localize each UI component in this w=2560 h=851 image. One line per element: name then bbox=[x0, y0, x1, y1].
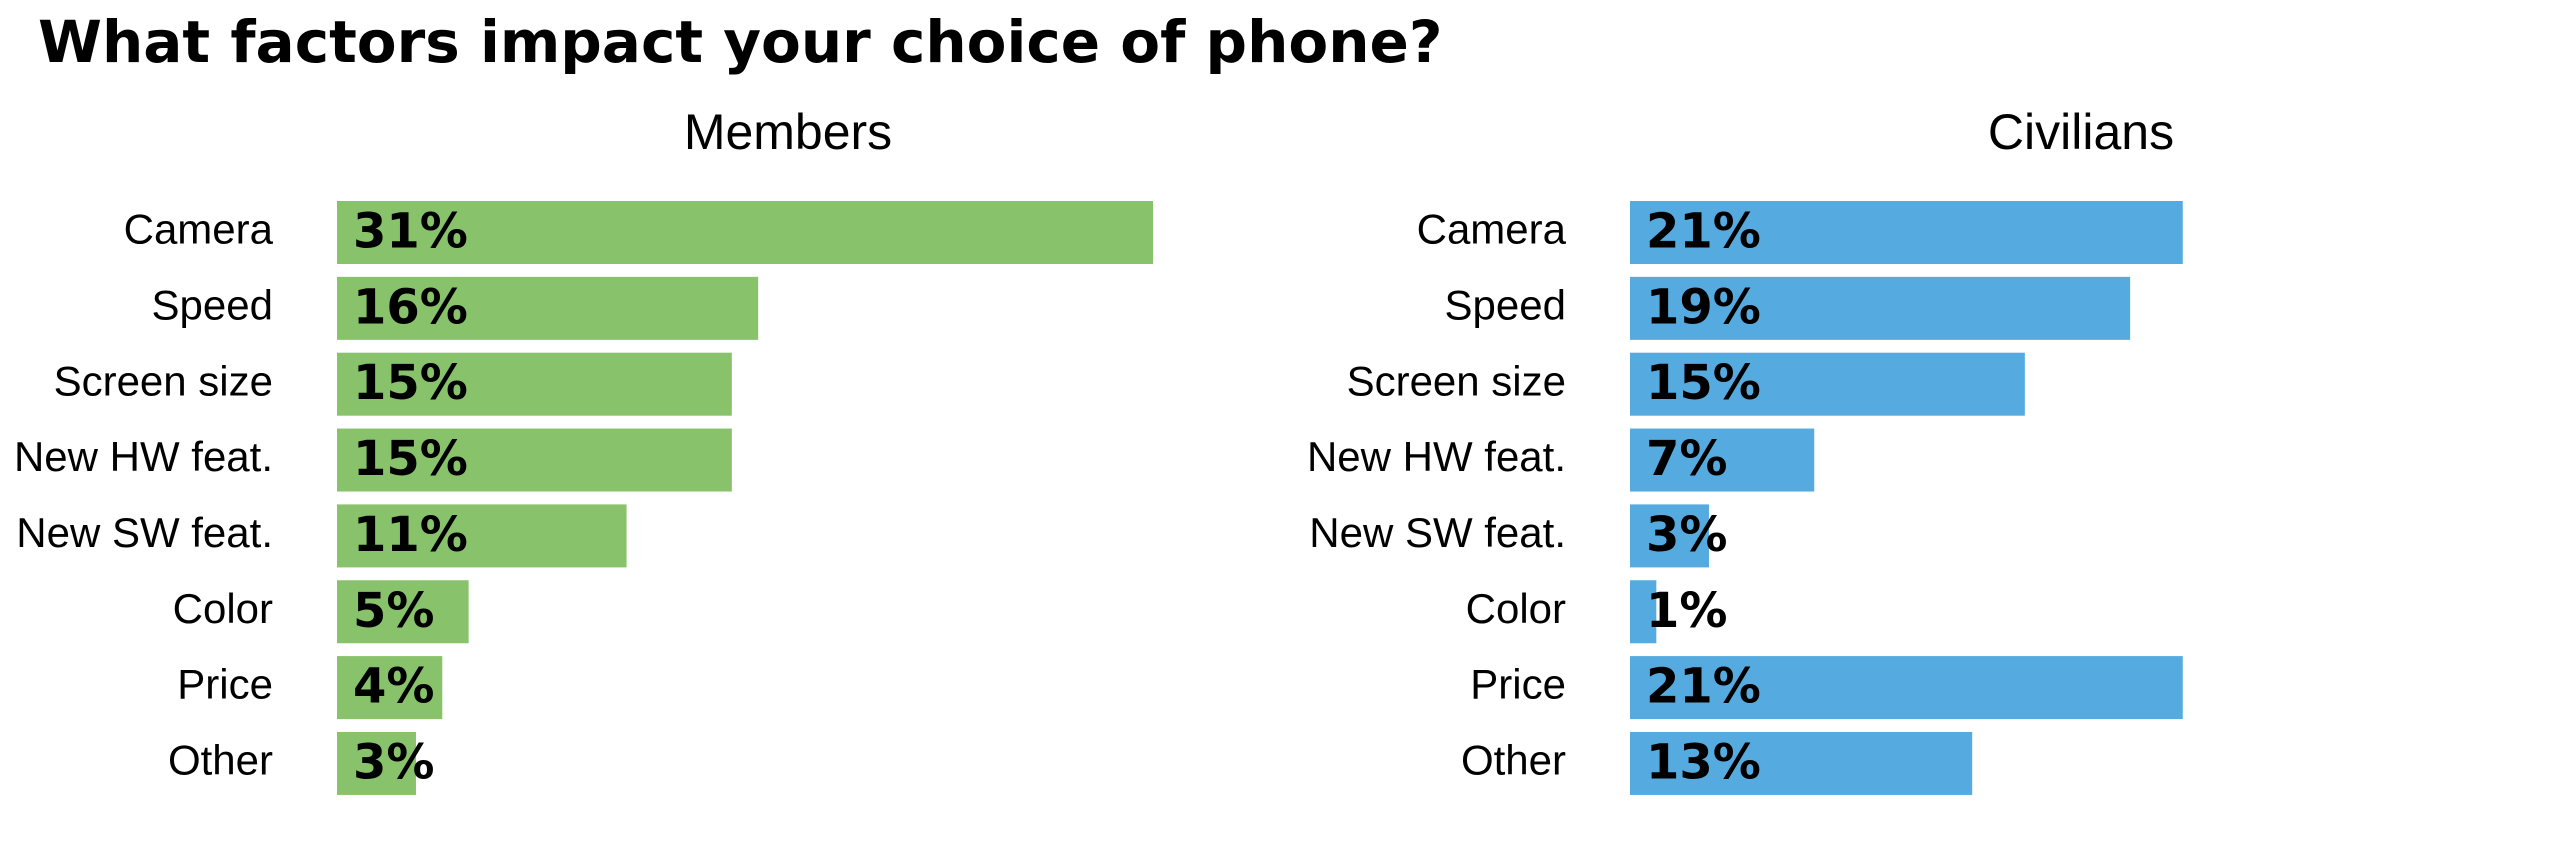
civilians-bar-screen-size bbox=[1630, 352, 2025, 416]
civilians-panel: Civilians Camera 21% Speed 19% Screen size 15%… bbox=[1307, 104, 2183, 795]
chart-title: What factors impact your choice of phone… bbox=[38, 8, 1443, 76]
members-value-label-other: 3% bbox=[353, 734, 435, 790]
members-value-label-new-hw-feat: 15% bbox=[353, 431, 468, 487]
civilians-value-label-camera: 21% bbox=[1646, 204, 1761, 260]
members-category-label-new-hw-feat: New HW feat. bbox=[14, 433, 273, 480]
civilians-category-label-price: Price bbox=[1470, 661, 1566, 708]
members-category-label-screen-size: Screen size bbox=[54, 357, 273, 404]
members-value-label-speed: 16% bbox=[353, 279, 468, 335]
civilians-bar-new-sw-feat bbox=[1630, 504, 1709, 568]
members-value-label-price: 4% bbox=[353, 659, 435, 715]
members-category-label-other: Other bbox=[168, 737, 273, 784]
members-panel: Members Camera 31% Speed 16% Screen size 15% Ne… bbox=[14, 104, 1153, 795]
members-category-label-price: Price bbox=[177, 661, 273, 708]
members-category-label-new-sw-feat: New SW feat. bbox=[16, 509, 273, 556]
members-panel-title: Members bbox=[684, 104, 892, 160]
civilians-category-label-camera: Camera bbox=[1417, 206, 1567, 253]
civilians-bar-color bbox=[1630, 580, 1657, 644]
civilians-value-label-new-hw-feat: 7% bbox=[1646, 431, 1728, 487]
members-category-label-color: Color bbox=[173, 585, 273, 632]
members-value-label-new-sw-feat: 11% bbox=[353, 507, 468, 563]
civilians-panel-title: Civilians bbox=[1988, 104, 2174, 160]
civilians-category-label-color: Color bbox=[1466, 585, 1566, 632]
civilians-value-label-color: 1% bbox=[1646, 583, 1728, 639]
members-bar-speed bbox=[337, 276, 759, 340]
members-category-label-camera: Camera bbox=[124, 206, 274, 253]
members-value-label-color: 5% bbox=[353, 583, 435, 639]
members-bar-screen-size bbox=[337, 352, 732, 416]
civilians-value-label-screen-size: 15% bbox=[1646, 355, 1761, 411]
members-bar-color bbox=[337, 580, 469, 644]
civilians-category-label-screen-size: Screen size bbox=[1347, 357, 1566, 404]
civilians-bar-camera bbox=[1630, 201, 2183, 264]
members-bar-new-hw-feat bbox=[337, 428, 732, 492]
civilians-value-label-price: 21% bbox=[1646, 659, 1761, 715]
civilians-bar-speed bbox=[1630, 276, 2131, 340]
members-category-label-speed: Speed bbox=[152, 281, 273, 328]
members-bar-camera bbox=[337, 201, 1153, 264]
civilians-bar-other bbox=[1630, 731, 1973, 795]
members-value-label-screen-size: 15% bbox=[353, 355, 468, 411]
civilians-category-label-speed: Speed bbox=[1445, 281, 1566, 328]
civilians-value-label-other: 13% bbox=[1646, 734, 1761, 790]
civilians-value-label-speed: 19% bbox=[1646, 279, 1761, 335]
civilians-category-label-other: Other bbox=[1461, 737, 1566, 784]
members-bar-new-sw-feat bbox=[337, 504, 627, 568]
civilians-category-label-new-hw-feat: New HW feat. bbox=[1307, 433, 1566, 480]
civilians-value-label-new-sw-feat: 3% bbox=[1646, 507, 1728, 563]
members-bar-price bbox=[337, 656, 443, 720]
civilians-category-label-new-sw-feat: New SW feat. bbox=[1309, 509, 1566, 556]
civilians-bar-new-hw-feat bbox=[1630, 428, 1815, 492]
members-bar-other bbox=[337, 731, 416, 795]
civilians-bar-price bbox=[1630, 656, 2183, 720]
members-value-label-camera: 31% bbox=[353, 204, 468, 260]
